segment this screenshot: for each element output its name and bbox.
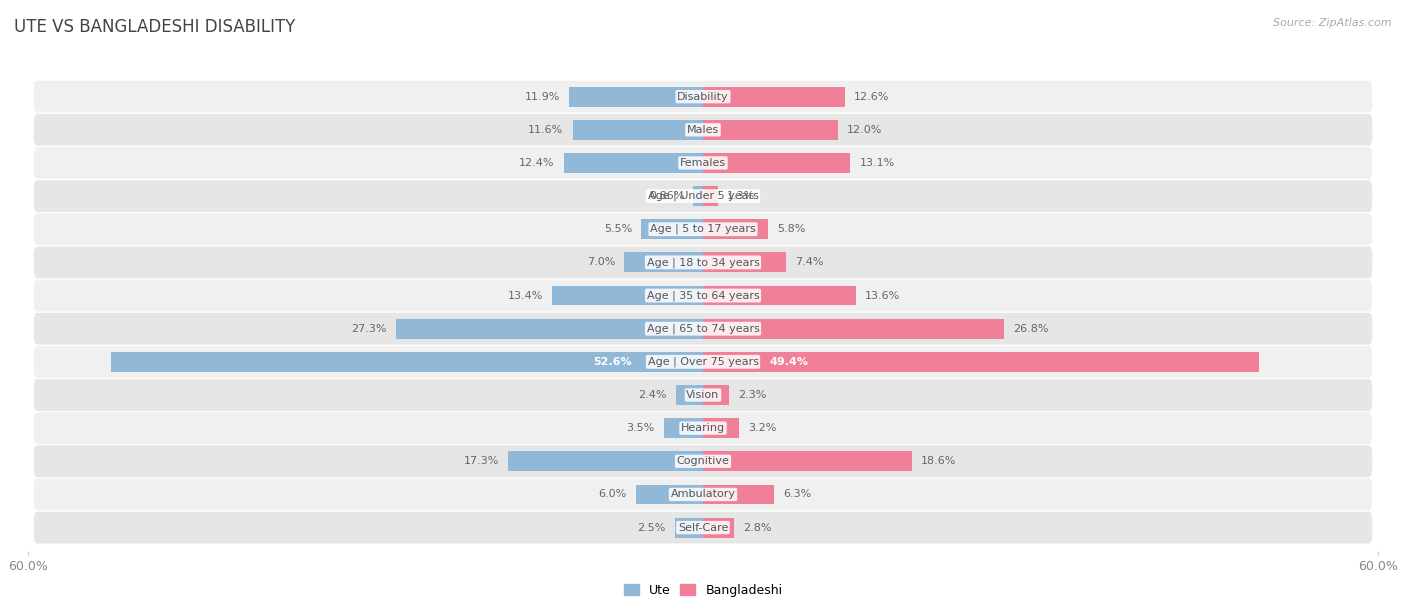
Text: 26.8%: 26.8% — [1014, 324, 1049, 334]
Text: 17.3%: 17.3% — [464, 457, 499, 466]
Text: 49.4%: 49.4% — [769, 357, 808, 367]
Text: 52.6%: 52.6% — [593, 357, 633, 367]
Bar — [111, 352, 703, 371]
Bar — [693, 186, 703, 206]
Text: Disability: Disability — [678, 92, 728, 102]
Text: 3.5%: 3.5% — [627, 423, 655, 433]
Bar — [569, 87, 703, 106]
Text: 2.3%: 2.3% — [738, 390, 766, 400]
Text: Age | 65 to 74 years: Age | 65 to 74 years — [647, 324, 759, 334]
Text: UTE VS BANGLADESHI DISABILITY: UTE VS BANGLADESHI DISABILITY — [14, 18, 295, 36]
Text: 7.4%: 7.4% — [796, 258, 824, 267]
Bar — [703, 418, 740, 438]
Text: 6.0%: 6.0% — [599, 490, 627, 499]
FancyBboxPatch shape — [34, 247, 1372, 278]
FancyBboxPatch shape — [34, 479, 1372, 510]
Bar — [675, 518, 703, 537]
FancyBboxPatch shape — [34, 147, 1372, 179]
Text: 7.0%: 7.0% — [586, 258, 616, 267]
Text: Age | Over 75 years: Age | Over 75 years — [648, 357, 758, 367]
Bar — [703, 153, 851, 173]
Text: 3.2%: 3.2% — [748, 423, 776, 433]
Text: 12.6%: 12.6% — [853, 92, 889, 102]
Text: Hearing: Hearing — [681, 423, 725, 433]
Bar — [703, 518, 734, 537]
Bar — [703, 252, 786, 272]
Text: 1.3%: 1.3% — [727, 191, 755, 201]
Bar — [703, 451, 912, 471]
FancyBboxPatch shape — [34, 346, 1372, 378]
FancyBboxPatch shape — [34, 81, 1372, 113]
FancyBboxPatch shape — [34, 313, 1372, 345]
Text: Females: Females — [681, 158, 725, 168]
Text: 5.8%: 5.8% — [778, 224, 806, 234]
Bar — [703, 87, 845, 106]
Bar — [703, 485, 773, 504]
Text: Self-Care: Self-Care — [678, 523, 728, 532]
FancyBboxPatch shape — [34, 214, 1372, 245]
FancyBboxPatch shape — [34, 280, 1372, 312]
Text: 13.1%: 13.1% — [859, 158, 894, 168]
Bar — [703, 385, 728, 405]
Bar — [509, 451, 703, 471]
Text: 13.6%: 13.6% — [865, 291, 900, 300]
FancyBboxPatch shape — [34, 180, 1372, 212]
Text: 12.4%: 12.4% — [519, 158, 554, 168]
Bar — [703, 186, 717, 206]
FancyBboxPatch shape — [34, 446, 1372, 477]
Bar — [664, 418, 703, 438]
Text: 11.9%: 11.9% — [524, 92, 560, 102]
FancyBboxPatch shape — [34, 114, 1372, 146]
Bar — [703, 120, 838, 140]
Text: 27.3%: 27.3% — [352, 324, 387, 334]
Text: Cognitive: Cognitive — [676, 457, 730, 466]
Bar — [624, 252, 703, 272]
Text: 0.86%: 0.86% — [650, 191, 685, 201]
Text: 6.3%: 6.3% — [783, 490, 811, 499]
FancyBboxPatch shape — [34, 512, 1372, 543]
Bar — [553, 286, 703, 305]
Bar — [396, 319, 703, 338]
Text: 12.0%: 12.0% — [846, 125, 883, 135]
Bar — [703, 352, 1258, 371]
Bar — [703, 319, 1004, 338]
FancyBboxPatch shape — [34, 412, 1372, 444]
Text: 5.5%: 5.5% — [605, 224, 633, 234]
Bar — [572, 120, 703, 140]
Text: Vision: Vision — [686, 390, 720, 400]
Text: 18.6%: 18.6% — [921, 457, 956, 466]
Text: 13.4%: 13.4% — [508, 291, 543, 300]
Bar — [676, 385, 703, 405]
Text: Males: Males — [688, 125, 718, 135]
Text: Age | 5 to 17 years: Age | 5 to 17 years — [650, 224, 756, 234]
Bar — [703, 219, 768, 239]
Bar — [636, 485, 703, 504]
FancyBboxPatch shape — [34, 379, 1372, 411]
Legend: Ute, Bangladeshi: Ute, Bangladeshi — [619, 579, 787, 602]
Text: 2.8%: 2.8% — [744, 523, 772, 532]
Text: Age | Under 5 years: Age | Under 5 years — [648, 191, 758, 201]
Text: 2.4%: 2.4% — [638, 390, 666, 400]
Bar — [564, 153, 703, 173]
Bar — [641, 219, 703, 239]
Text: Age | 18 to 34 years: Age | 18 to 34 years — [647, 257, 759, 267]
Text: 2.5%: 2.5% — [637, 523, 666, 532]
Bar — [703, 286, 856, 305]
Text: Source: ZipAtlas.com: Source: ZipAtlas.com — [1274, 18, 1392, 28]
Text: 11.6%: 11.6% — [529, 125, 564, 135]
Text: Age | 35 to 64 years: Age | 35 to 64 years — [647, 290, 759, 300]
Text: Ambulatory: Ambulatory — [671, 490, 735, 499]
